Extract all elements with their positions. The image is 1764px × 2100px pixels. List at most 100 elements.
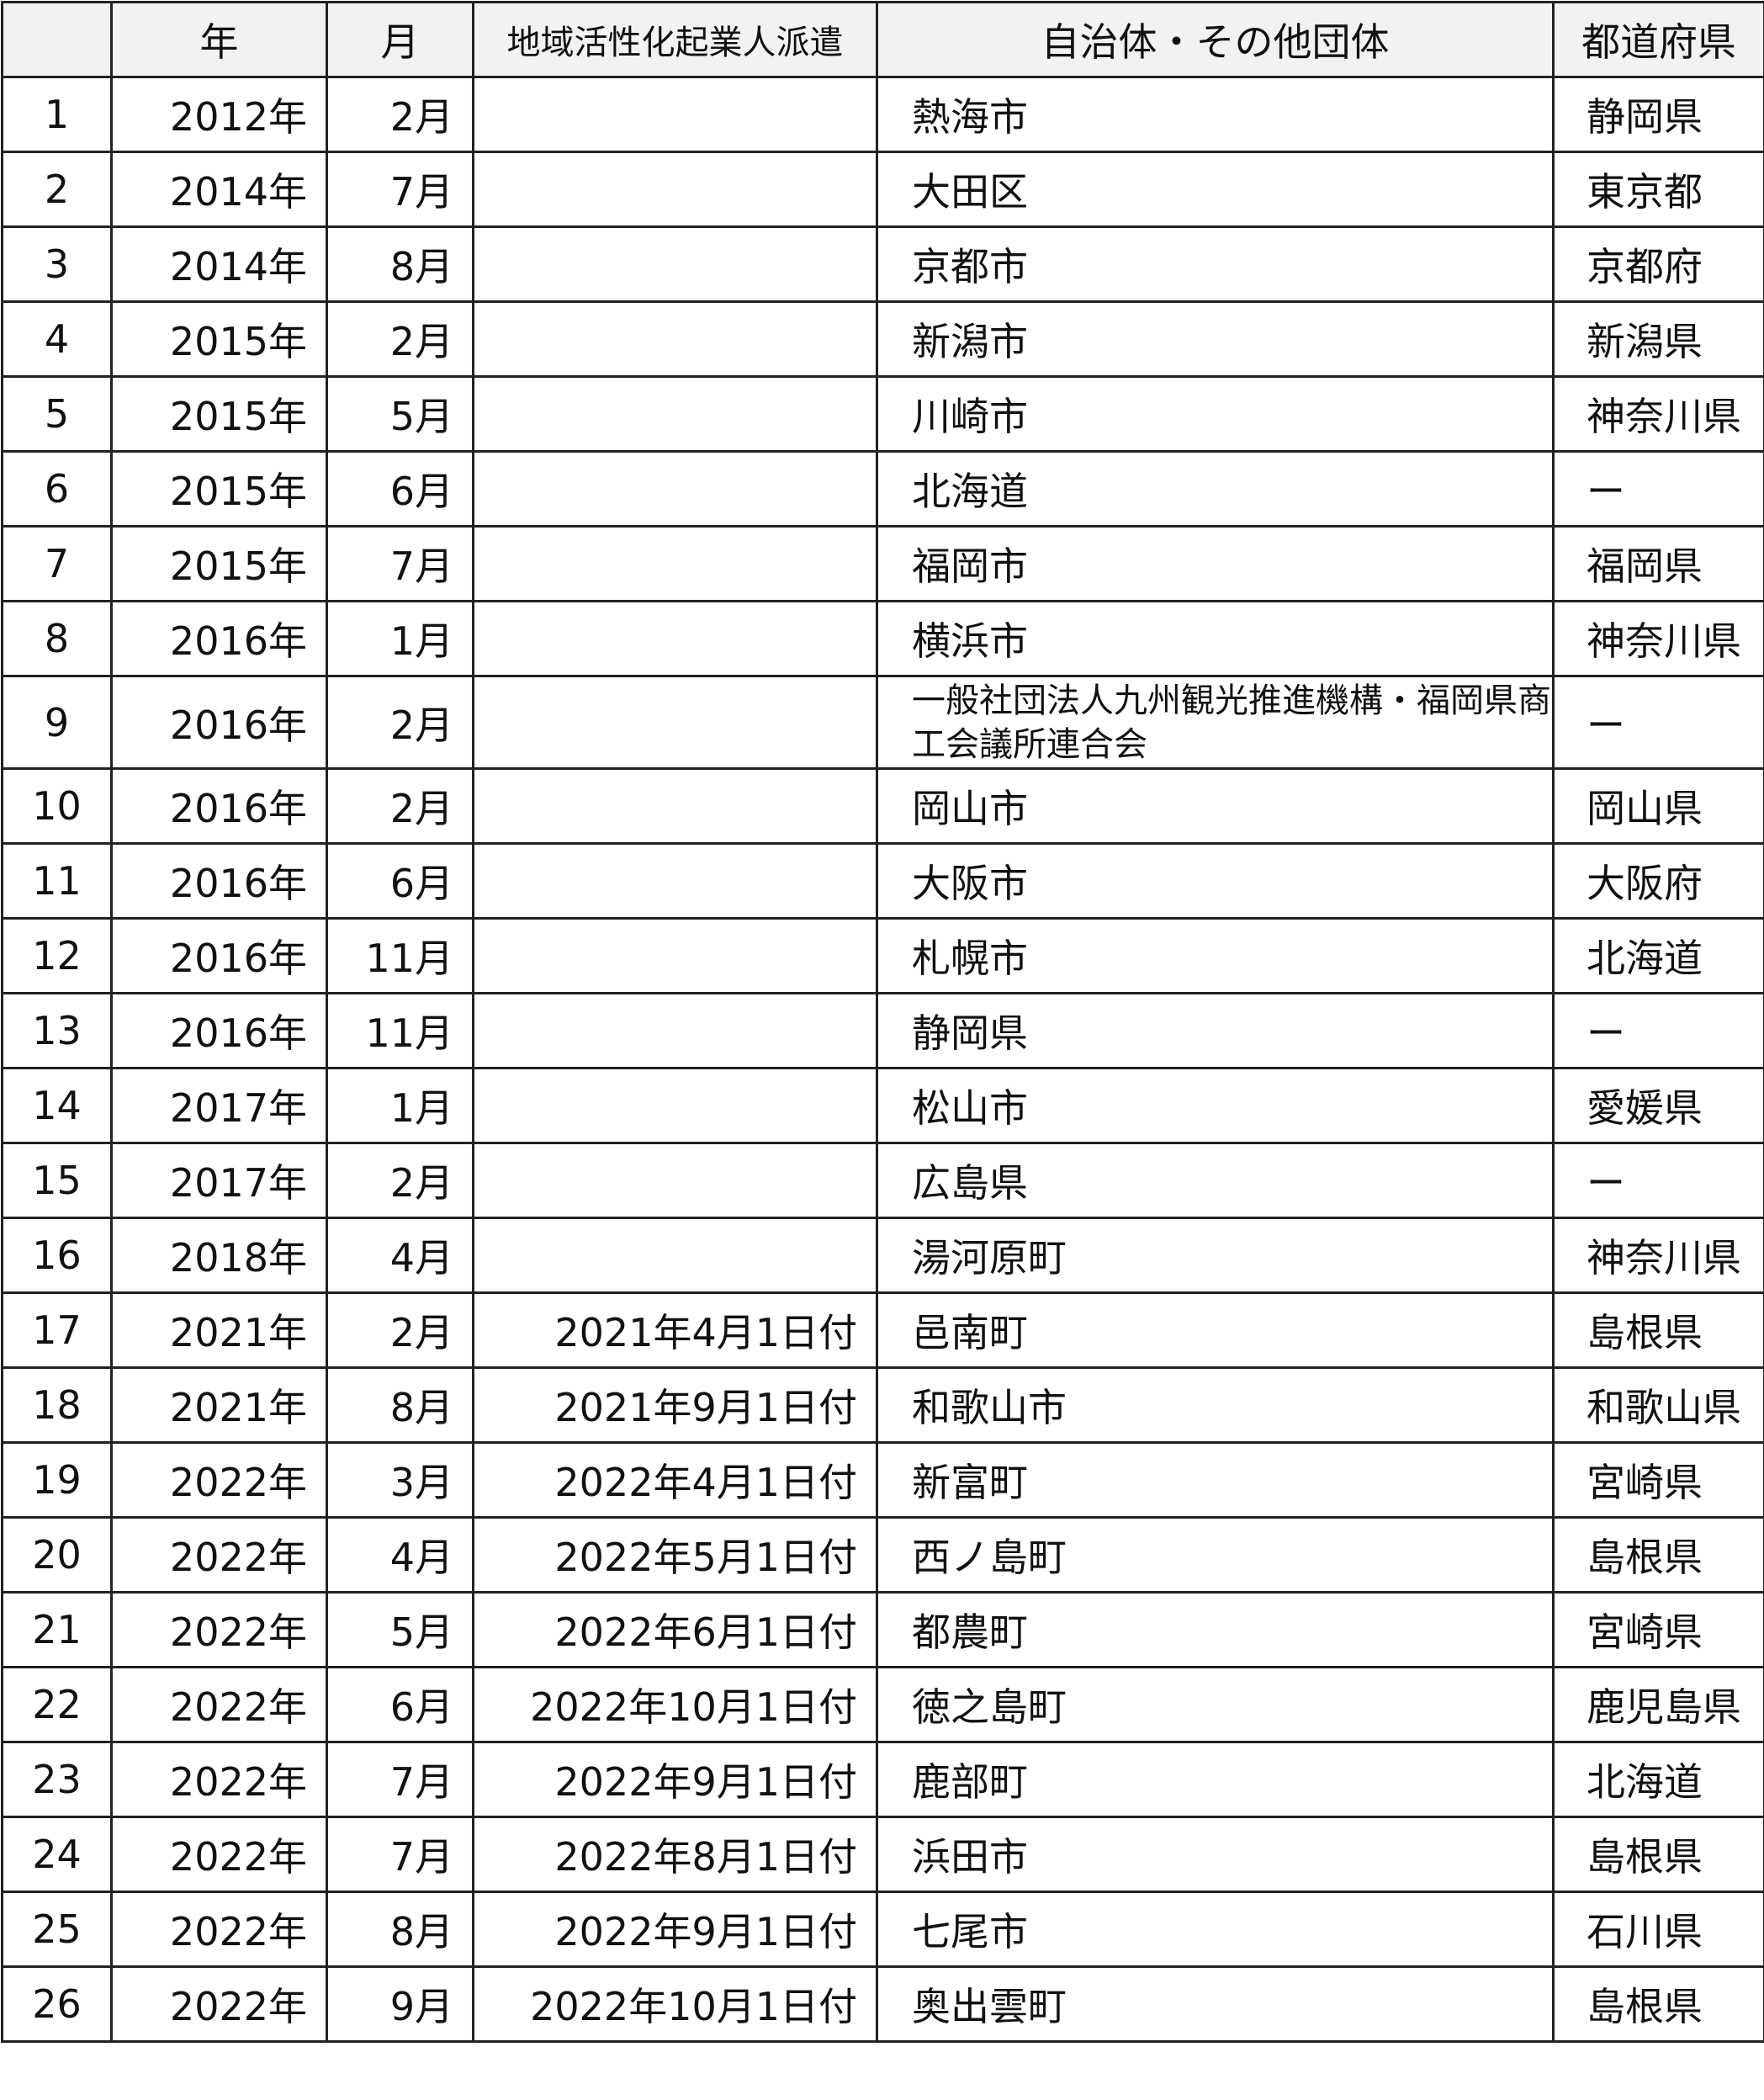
- row-number: 6: [3, 452, 112, 527]
- org-cell: 和歌山市: [877, 1368, 1554, 1443]
- dispatch-date-cell: 2022年9月1日付: [474, 1742, 877, 1817]
- prefecture-cell: 北海道: [1554, 919, 1764, 994]
- org-cell: 一般社団法人九州観光推進機構・福岡県商工会議所連合会: [877, 676, 1554, 769]
- dispatch-date-cell: 2022年9月1日付: [474, 1892, 877, 1967]
- org-cell: 湯河原町: [877, 1218, 1554, 1293]
- row-number: 11: [3, 844, 112, 919]
- dispatch-date-cell: [474, 152, 877, 227]
- row-number: 14: [3, 1069, 112, 1143]
- org-cell: 邑南町: [877, 1293, 1554, 1368]
- header-dispatch: 地域活性化起業人派遣: [474, 3, 877, 77]
- prefecture-cell: ー: [1554, 1143, 1764, 1218]
- org-cell: 大田区: [877, 152, 1554, 227]
- row-number: 23: [3, 1742, 112, 1817]
- month-cell: 2月: [327, 769, 474, 844]
- org-cell: 鹿部町: [877, 1742, 1554, 1817]
- dispatch-date-cell: [474, 377, 877, 452]
- row-number: 18: [3, 1368, 112, 1443]
- prefecture-cell: 岡山県: [1554, 769, 1764, 844]
- year-cell: 2021年: [112, 1368, 327, 1443]
- org-cell: 横浜市: [877, 602, 1554, 676]
- row-number: 13: [3, 994, 112, 1069]
- year-cell: 2015年: [112, 527, 327, 602]
- row-number: 2: [3, 152, 112, 227]
- month-cell: 8月: [327, 227, 474, 302]
- year-cell: 2016年: [112, 844, 327, 919]
- year-cell: 2022年: [112, 1593, 327, 1668]
- month-cell: 7月: [327, 527, 474, 602]
- year-cell: 2021年: [112, 1293, 327, 1368]
- prefecture-cell: 宮崎県: [1554, 1593, 1764, 1668]
- year-cell: 2017年: [112, 1143, 327, 1218]
- month-cell: 5月: [327, 1593, 474, 1668]
- header-pref: 都道府県: [1554, 3, 1764, 77]
- year-cell: 2014年: [112, 152, 327, 227]
- prefecture-cell: ー: [1554, 452, 1764, 527]
- month-cell: 9月: [327, 1967, 474, 2042]
- prefecture-cell: 島根県: [1554, 1817, 1764, 1892]
- header-row: 年 月 地域活性化起業人派遣 自治体・その他団体 都道府県: [3, 3, 1764, 77]
- month-cell: 2月: [327, 77, 474, 152]
- dispatch-date-cell: [474, 452, 877, 527]
- dispatch-date-cell: 2022年10月1日付: [474, 1967, 877, 2042]
- org-cell: 静岡県: [877, 994, 1554, 1069]
- row-number: 19: [3, 1443, 112, 1518]
- dispatch-date-cell: [474, 602, 877, 676]
- year-cell: 2022年: [112, 1668, 327, 1742]
- month-cell: 8月: [327, 1892, 474, 1967]
- prefecture-cell: 新潟県: [1554, 302, 1764, 377]
- dispatch-date-cell: [474, 676, 877, 769]
- row-number: 7: [3, 527, 112, 602]
- month-cell: 6月: [327, 844, 474, 919]
- month-cell: 6月: [327, 1668, 474, 1742]
- row-number: 9: [3, 676, 112, 769]
- dispatch-date-cell: 2021年4月1日付: [474, 1293, 877, 1368]
- row-number: 26: [3, 1967, 112, 2042]
- prefecture-cell: 鹿児島県: [1554, 1668, 1764, 1742]
- prefecture-cell: 京都府: [1554, 227, 1764, 302]
- dispatch-date-cell: [474, 527, 877, 602]
- org-cell: 松山市: [877, 1069, 1554, 1143]
- dispatch-date-cell: [474, 302, 877, 377]
- header-no: [3, 3, 112, 77]
- year-cell: 2015年: [112, 377, 327, 452]
- year-cell: 2022年: [112, 1967, 327, 2042]
- month-cell: 2月: [327, 302, 474, 377]
- year-cell: 2022年: [112, 1892, 327, 1967]
- month-cell: 8月: [327, 1368, 474, 1443]
- org-cell: 都農町: [877, 1593, 1554, 1668]
- month-cell: 4月: [327, 1518, 474, 1593]
- dispatch-date-cell: 2022年4月1日付: [474, 1443, 877, 1518]
- month-cell: 11月: [327, 994, 474, 1069]
- month-cell: 7月: [327, 1817, 474, 1892]
- row-number: 15: [3, 1143, 112, 1218]
- org-cell: 大阪市: [877, 844, 1554, 919]
- prefecture-cell: 福岡県: [1554, 527, 1764, 602]
- org-cell: 徳之島町: [877, 1668, 1554, 1742]
- prefecture-cell: 東京都: [1554, 152, 1764, 227]
- prefecture-cell: 石川県: [1554, 1892, 1764, 1967]
- prefecture-cell: 島根県: [1554, 1518, 1764, 1593]
- month-cell: 1月: [327, 602, 474, 676]
- row-number: 16: [3, 1218, 112, 1293]
- month-cell: 2月: [327, 1293, 474, 1368]
- row-number: 24: [3, 1817, 112, 1892]
- row-number: 10: [3, 769, 112, 844]
- year-cell: 2015年: [112, 302, 327, 377]
- org-cell: 熱海市: [877, 77, 1554, 152]
- prefecture-cell: ー: [1554, 994, 1764, 1069]
